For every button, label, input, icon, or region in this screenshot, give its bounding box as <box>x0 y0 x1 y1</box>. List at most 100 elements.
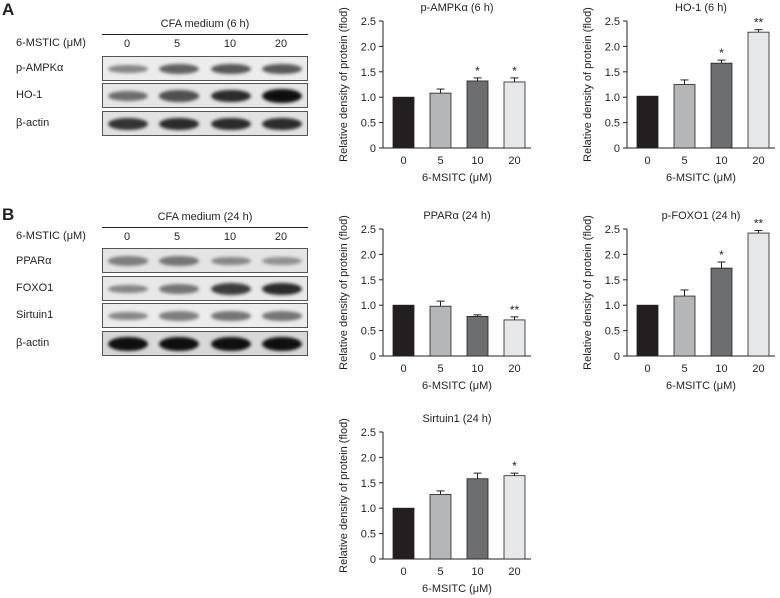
bar <box>636 95 659 149</box>
blot-a-strip-1 <box>102 83 308 108</box>
y-tick-label: 1.5 <box>361 67 376 79</box>
blot-band <box>159 117 199 131</box>
x-tick-label: 10 <box>471 155 483 167</box>
blot-band <box>159 284 199 294</box>
bar <box>673 295 696 357</box>
bar <box>503 81 526 149</box>
chart-title: Sirtuin1 (24 h) <box>422 413 491 425</box>
blot-band <box>211 256 251 266</box>
x-tick-label: 20 <box>508 155 520 167</box>
x-tick-label: 20 <box>752 155 764 167</box>
x-axis-label: 6-MSITC (μM) <box>422 380 492 392</box>
significance-marker: * <box>719 46 724 60</box>
blot-band <box>262 256 302 266</box>
blot-b-row-label: Sirtuin1 <box>16 309 54 321</box>
blot-band <box>211 63 251 75</box>
blot-band <box>159 337 199 351</box>
blot-band <box>262 89 302 103</box>
blot-band <box>262 337 302 351</box>
x-tick-label: 20 <box>752 363 764 375</box>
y-tick-label: 2.5 <box>605 16 620 28</box>
x-tick-label: 20 <box>508 566 520 578</box>
y-tick-label: 2.0 <box>361 41 376 53</box>
x-tick-label: 0 <box>400 566 406 578</box>
blot-band <box>159 90 199 102</box>
y-tick-label: 0 <box>370 143 376 155</box>
blot-b-conc-5: 5 <box>173 231 181 243</box>
blot-a-conc-label: 6-MSTIC (μM) <box>16 37 86 49</box>
y-axis-label: Relative density of protein (flod) <box>582 215 594 370</box>
blot-a-row-label: β-actin <box>16 117 50 129</box>
x-tick-label: 10 <box>715 155 727 167</box>
x-axis-label: 6-MSITC (μM) <box>666 380 736 392</box>
bar <box>466 80 489 149</box>
bar <box>466 478 489 560</box>
blot-b-header-line <box>102 227 308 228</box>
x-tick-label: 5 <box>437 155 443 167</box>
blot-a-conc-20: 20 <box>274 38 288 50</box>
y-tick-label: 2.0 <box>361 452 376 464</box>
y-axis-label: Relative density of protein (flod) <box>338 215 350 370</box>
x-tick-label: 0 <box>400 363 406 375</box>
significance-marker: ** <box>510 303 520 317</box>
chart-title: HO-1 (6 h) <box>675 2 727 14</box>
x-tick-label: 0 <box>644 363 650 375</box>
significance-marker: ** <box>754 16 764 30</box>
y-tick-label: 2.5 <box>361 224 376 236</box>
y-tick-label: 1.5 <box>605 275 620 287</box>
x-tick-label: 5 <box>437 363 443 375</box>
y-axis-label: Relative density of protein (flod) <box>338 7 350 162</box>
blot-b-header: CFA medium (24 h) <box>157 211 253 223</box>
blot-band <box>262 282 302 296</box>
y-tick-label: 0.5 <box>361 529 376 541</box>
blot-band <box>211 337 251 351</box>
y-tick-label: 2.5 <box>605 224 620 236</box>
blot-band <box>108 117 148 131</box>
bar <box>673 84 696 149</box>
y-tick-label: 0.5 <box>605 118 620 130</box>
bar <box>392 96 415 149</box>
bar <box>636 304 659 357</box>
y-tick-label: 0 <box>370 351 376 363</box>
y-tick-label: 0 <box>614 143 620 155</box>
y-tick-label: 0 <box>370 554 376 566</box>
chart-title: p-FOXO1 (24 h) <box>662 210 741 222</box>
x-tick-label: 10 <box>471 566 483 578</box>
blot-band <box>211 89 251 103</box>
blot-band <box>108 337 148 351</box>
x-tick-label: 10 <box>715 363 727 375</box>
bar <box>392 304 415 357</box>
y-tick-label: 2.5 <box>361 427 376 439</box>
y-tick-label: 1.5 <box>361 275 376 287</box>
y-tick-label: 0.5 <box>361 118 376 130</box>
y-tick-label: 1.0 <box>361 300 376 312</box>
bar <box>710 62 733 149</box>
x-axis-label: 6-MSITC (μM) <box>422 172 492 184</box>
y-tick-label: 1.0 <box>361 92 376 104</box>
x-tick-label: 5 <box>681 363 687 375</box>
blot-band <box>108 256 148 266</box>
blot-band <box>108 311 148 321</box>
significance-marker: ** <box>754 217 764 231</box>
blot-band <box>262 311 302 321</box>
y-tick-label: 1.5 <box>361 478 376 490</box>
y-tick-label: 1.0 <box>605 92 620 104</box>
y-tick-label: 2.0 <box>605 249 620 261</box>
blot-band <box>159 256 199 266</box>
x-tick-label: 0 <box>400 155 406 167</box>
blot-band <box>159 311 199 321</box>
blot-band <box>211 311 251 321</box>
panel-letter-a: A <box>2 0 15 19</box>
bar <box>392 507 415 560</box>
blot-a-conc-10: 10 <box>223 38 237 50</box>
blot-b-strip-1 <box>102 276 308 301</box>
blot-a-header: CFA medium (6 h) <box>160 18 250 30</box>
bar <box>747 232 770 357</box>
x-tick-label: 20 <box>508 363 520 375</box>
blot-band <box>108 284 148 294</box>
y-axis-label: Relative density of protein (flod) <box>582 7 594 162</box>
y-tick-label: 0.5 <box>361 326 376 338</box>
y-tick-label: 2.5 <box>361 16 376 28</box>
bar <box>466 315 489 357</box>
y-tick-label: 0.5 <box>605 326 620 338</box>
